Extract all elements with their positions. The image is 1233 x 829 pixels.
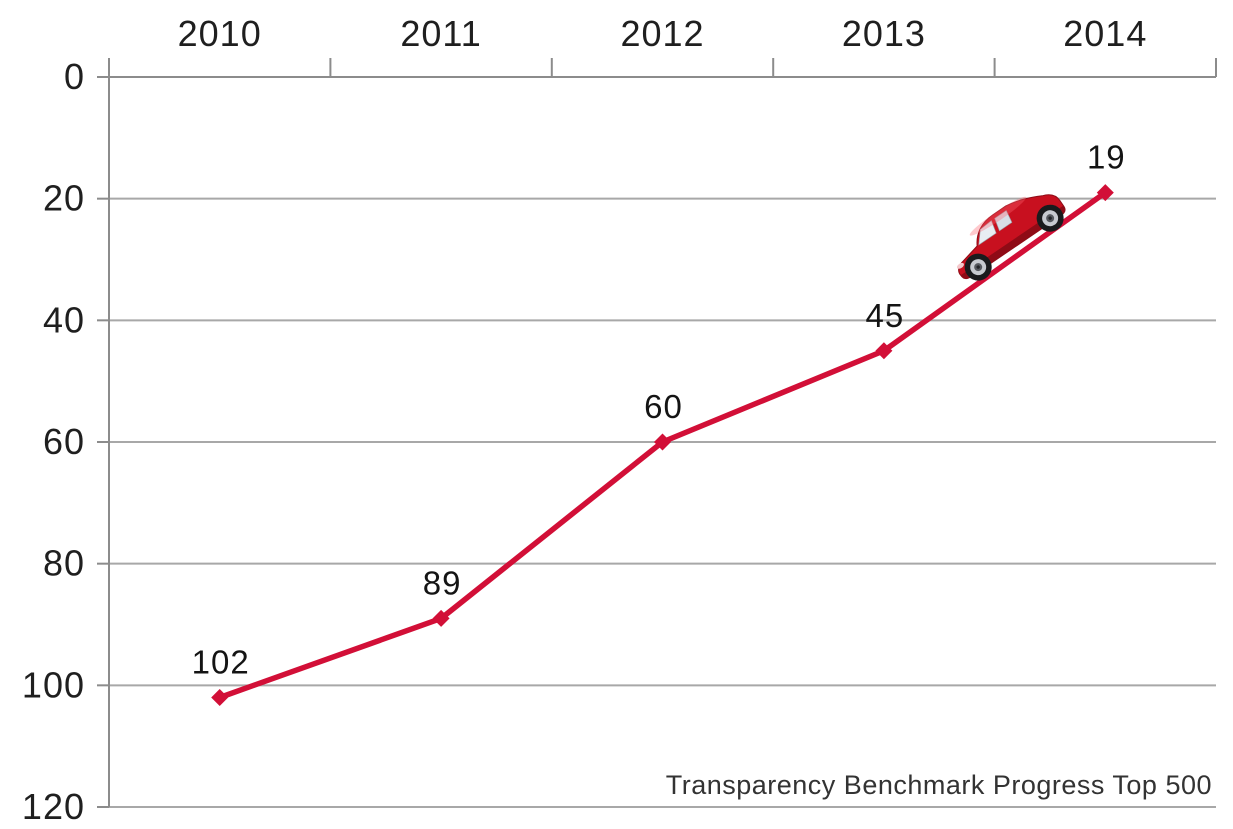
data-point-marker [654, 433, 671, 451]
data-point-marker [1096, 184, 1114, 202]
car-illustration [956, 194, 1066, 281]
y-tick-label: 120 [22, 786, 85, 827]
data-point-label: 60 [644, 388, 683, 425]
data-point-label: 45 [866, 297, 905, 334]
data-point-label: 19 [1087, 139, 1126, 176]
data-point-label: 102 [192, 644, 250, 681]
car-windshield [978, 220, 997, 246]
x-tick-label: 2012 [620, 13, 704, 54]
y-tick-label: 40 [43, 299, 85, 340]
y-tick-label: 0 [64, 56, 85, 97]
car-roof-highlight [969, 196, 1027, 236]
y-tick-label: 80 [43, 543, 85, 584]
y-tick-label: 100 [22, 664, 85, 705]
car-side-window [994, 210, 1013, 232]
chart-caption: Transparency Benchmark Progress Top 500 [666, 770, 1212, 800]
x-tick-label: 2010 [178, 13, 262, 54]
data-point-marker [211, 689, 229, 706]
y-tick-label: 60 [43, 421, 85, 462]
data-point-marker [432, 609, 450, 627]
x-tick-label: 2014 [1063, 13, 1147, 54]
y-tick-label: 20 [43, 178, 85, 219]
data-point-marker [875, 342, 893, 360]
car-wheel-center [976, 265, 980, 269]
data-point-label: 89 [423, 564, 462, 601]
car-headlight [956, 262, 964, 269]
x-tick-label: 2013 [842, 13, 926, 54]
x-tick-label: 2011 [400, 13, 481, 54]
car-wheel-center [1048, 216, 1052, 220]
